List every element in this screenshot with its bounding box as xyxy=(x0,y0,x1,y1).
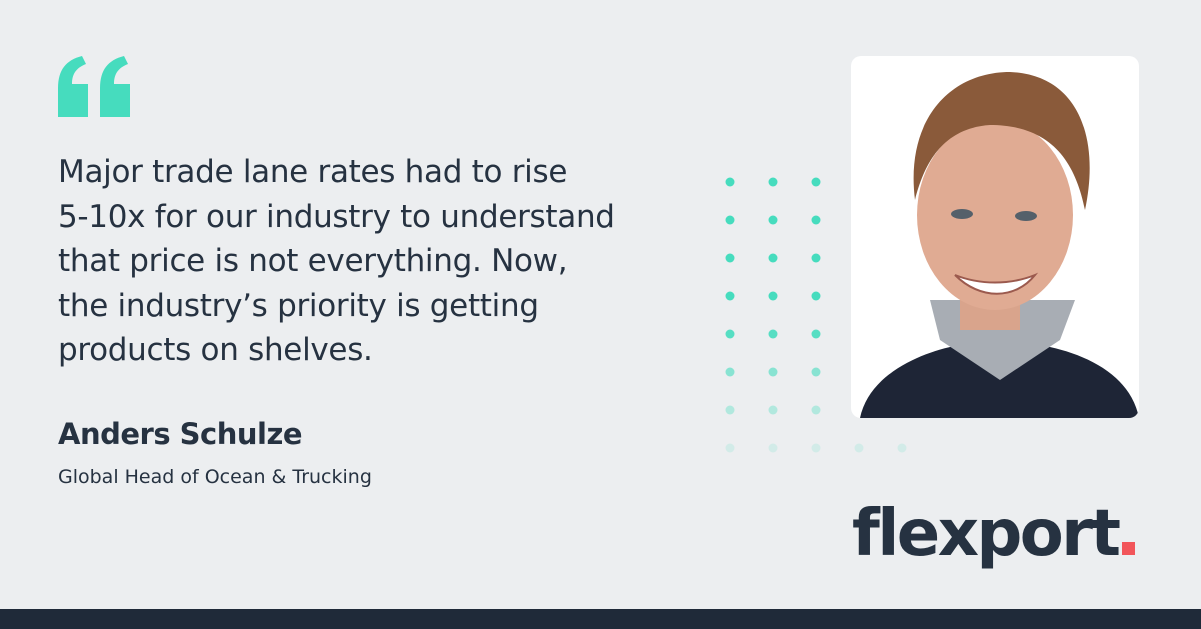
dot-grid xyxy=(725,177,907,453)
quote-line: that price is not everything. Now, xyxy=(58,243,568,279)
dot xyxy=(768,443,778,453)
dot xyxy=(725,405,735,415)
photo xyxy=(851,56,1139,418)
dot xyxy=(811,177,821,187)
dot xyxy=(854,443,864,453)
dot xyxy=(725,329,735,339)
dot xyxy=(768,215,778,225)
dot xyxy=(725,253,735,263)
quote-mark xyxy=(58,56,130,117)
dot xyxy=(811,367,821,377)
footer-bar xyxy=(0,609,1201,629)
dot xyxy=(768,177,778,187)
dot xyxy=(811,405,821,415)
dot xyxy=(811,443,821,453)
dot xyxy=(725,177,735,187)
logo-text: flexport xyxy=(852,497,1121,571)
dot xyxy=(897,443,907,453)
author-role: Global Head of Ocean & Trucking xyxy=(58,466,372,488)
quote-line: Major trade lane rates had to rise xyxy=(58,154,568,190)
dot xyxy=(768,405,778,415)
quote-line: the industry’s priority is getting xyxy=(58,287,539,324)
dot xyxy=(725,215,735,225)
dot xyxy=(725,443,735,453)
dot xyxy=(768,291,778,301)
dot xyxy=(725,367,735,377)
dot xyxy=(811,291,821,301)
dot xyxy=(768,329,778,339)
logo: flexport xyxy=(852,497,1136,571)
logo-dot xyxy=(1122,542,1136,555)
dot xyxy=(768,367,778,377)
quote-line: products on shelves. xyxy=(58,332,373,368)
dot xyxy=(811,215,821,225)
quote-line: 5-10x for our industry to understand xyxy=(58,198,615,235)
dot xyxy=(811,329,821,339)
author-name: Anders Schulze xyxy=(58,417,303,451)
quote-text: Major trade lane rates had to rise 5-10x … xyxy=(58,150,615,373)
dot xyxy=(768,253,778,263)
dot xyxy=(725,291,735,301)
dot xyxy=(811,253,821,263)
